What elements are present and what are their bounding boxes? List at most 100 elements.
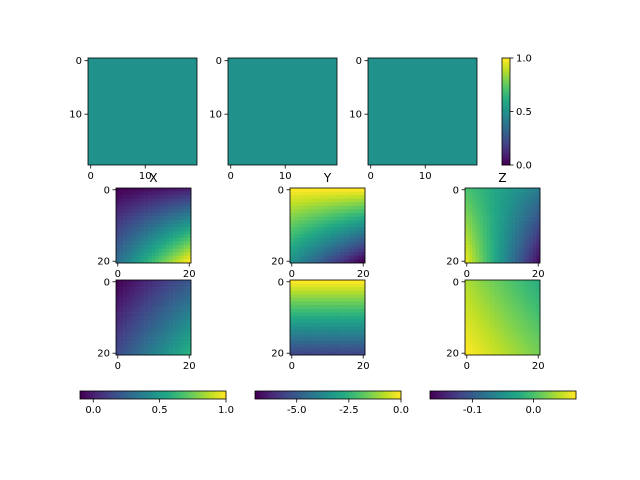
heatmap-cell <box>522 315 527 320</box>
heatmap-cell <box>357 319 362 324</box>
heatmap-cell <box>465 308 469 313</box>
heatmap-cell <box>493 216 498 221</box>
heatmap-cell <box>123 241 128 246</box>
heatmap-cell <box>490 351 494 356</box>
heatmap-cell <box>162 248 167 253</box>
heatmap-cell <box>472 347 477 352</box>
heatmap-cell <box>315 315 319 320</box>
heatmap-cell <box>504 241 509 246</box>
heatmap-cell <box>300 315 305 320</box>
heatmap-cell <box>123 245 128 250</box>
heatmap-cell <box>490 216 494 221</box>
heatmap-cell <box>518 322 523 327</box>
heatmap-cell <box>486 319 491 324</box>
colorbar-segment <box>502 77 510 80</box>
heatmap-cell <box>116 205 120 210</box>
heatmap-cell <box>183 287 188 292</box>
heatmap-cell <box>187 227 192 232</box>
heatmap-cell <box>169 188 174 192</box>
colorbar-segment <box>502 132 510 136</box>
colorbar-segment <box>318 391 322 399</box>
heatmap-cell <box>350 234 355 239</box>
heatmap-cell <box>166 308 170 313</box>
colorbar-segment <box>488 391 492 399</box>
heatmap-cell <box>130 283 135 288</box>
heatmap-cell <box>329 344 334 349</box>
heatmap-cell <box>169 319 174 324</box>
heatmap-cell <box>137 347 142 352</box>
heatmap-cell <box>126 301 131 306</box>
heatmap-cell <box>297 191 302 196</box>
heatmap-cell <box>522 297 527 302</box>
heatmap-cell <box>500 255 505 260</box>
heatmap-cell <box>141 337 145 342</box>
heatmap-cell <box>158 322 163 327</box>
heatmap-cell <box>329 252 334 257</box>
heatmap-cell <box>529 337 534 342</box>
heatmap-cell <box>529 322 534 327</box>
heatmap-cell <box>151 245 156 250</box>
heatmap-cell <box>340 213 344 217</box>
heatmap-cell <box>180 319 185 324</box>
heatmap-cell <box>119 280 124 284</box>
heatmap-cell <box>532 322 537 327</box>
heatmap-cell <box>479 326 484 331</box>
heatmap-cell <box>137 205 142 210</box>
heatmap-cell <box>354 333 359 338</box>
heatmap-cell <box>329 351 334 356</box>
heatmap-cell <box>468 287 473 292</box>
heatmap-cell <box>300 312 305 317</box>
heatmap-cell <box>148 333 153 338</box>
heatmap-cell <box>297 230 302 235</box>
heatmap-cell <box>340 216 344 221</box>
heatmap-cell <box>307 337 312 342</box>
heatmap-cell <box>133 330 138 334</box>
heatmap-cell <box>130 319 135 324</box>
heatmap-cell <box>126 216 131 221</box>
heatmap-cell <box>169 191 174 196</box>
heatmap-cell <box>155 305 160 309</box>
heatmap-cell <box>300 290 305 295</box>
heatmap-cell <box>144 213 149 217</box>
heatmap-cell <box>293 220 298 225</box>
heatmap-cell <box>137 337 142 342</box>
colorbar-segment <box>111 391 115 399</box>
heatmap-cell <box>357 252 362 257</box>
heatmap-cell <box>497 248 502 253</box>
heatmap-cell <box>158 205 163 210</box>
heatmap-cell <box>500 259 505 264</box>
heatmap-cell <box>148 195 153 200</box>
colorbar-segment <box>512 391 516 399</box>
heatmap-cell <box>130 227 135 232</box>
heatmap-cell <box>151 248 156 253</box>
heatmap-cell <box>173 195 178 200</box>
heatmap-cell <box>325 220 330 225</box>
heatmap-cell <box>169 322 174 327</box>
heatmap-cell <box>361 245 366 250</box>
heatmap-cell <box>290 315 294 320</box>
heatmap-cell <box>130 315 135 320</box>
heatmap-cell <box>318 234 323 239</box>
heatmap-cell <box>529 312 534 317</box>
colorbar-segment <box>554 391 557 399</box>
heatmap-cell <box>493 191 498 196</box>
heatmap-cell <box>180 195 185 200</box>
heatmap-cell <box>332 280 337 284</box>
heatmap-cell <box>293 340 298 345</box>
heatmap-cell <box>151 205 156 210</box>
colorbar-segment <box>84 391 88 399</box>
heatmap-cell <box>297 340 302 345</box>
heatmap-cell <box>536 213 541 217</box>
heatmap-cell <box>507 205 512 210</box>
heatmap-cell <box>162 301 167 306</box>
heatmap-cell <box>151 259 156 264</box>
heatmap-cell <box>515 351 519 356</box>
heatmap-cell <box>465 322 469 327</box>
heatmap-cell <box>522 337 527 342</box>
heatmap-cell <box>158 220 163 225</box>
heatmap-cell <box>293 319 298 324</box>
heatmap-cell <box>123 252 128 257</box>
heatmap-cell <box>325 344 330 349</box>
heatmap-cell <box>518 234 523 239</box>
heatmap-cell <box>507 255 512 260</box>
